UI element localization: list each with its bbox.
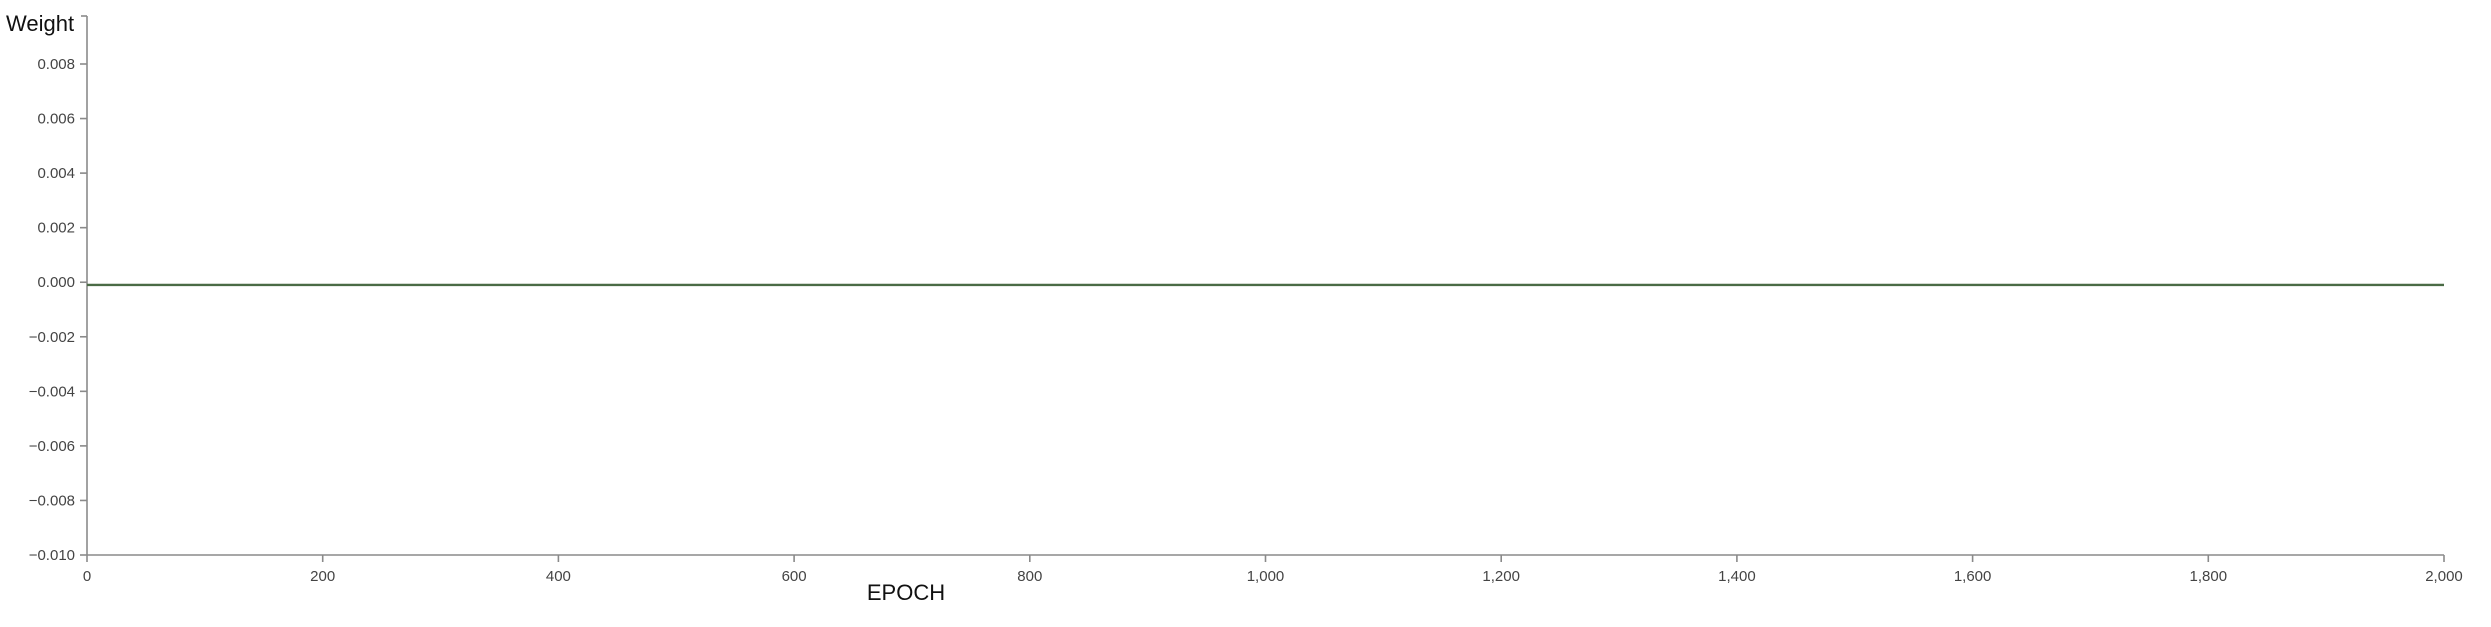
x-tick-label: 800: [1017, 568, 1042, 585]
x-tick-label: 2,000: [2425, 568, 2463, 585]
y-tick-label: −0.006: [29, 438, 75, 455]
x-tick-label: 1,000: [1247, 568, 1285, 585]
y-axis-ticks: 0.008 0.006 0.004 0.002 0.000 −0.002 −0.004 −0.…: [29, 56, 87, 564]
y-tick-label: 0.004: [37, 165, 75, 182]
x-tick-label: 1,400: [1718, 568, 1756, 585]
y-axis-title: Weight: [6, 11, 74, 36]
x-tick-label: 200: [310, 568, 335, 585]
y-tick-label: −0.008: [29, 492, 75, 509]
x-tick-label: 1,600: [1954, 568, 1992, 585]
y-tick-label: 0.006: [37, 111, 75, 128]
y-tick-label: 0.008: [37, 56, 75, 73]
x-axis-ticks: 0 200 400 600 800 1,000 1,200 1,400 1,600 1,800 2,…: [83, 555, 2463, 585]
x-axis-title: EPOCH: [867, 580, 945, 605]
y-tick-label: 0.002: [37, 220, 75, 237]
x-tick-label: 600: [782, 568, 807, 585]
y-tick-label: −0.004: [29, 383, 75, 400]
y-tick-label: −0.010: [29, 547, 75, 564]
y-tick-label: −0.002: [29, 329, 75, 346]
y-tick-label: 0.000: [37, 274, 75, 291]
x-tick-label: 400: [546, 568, 571, 585]
x-tick-label: 1,800: [2190, 568, 2228, 585]
x-tick-label: 0: [83, 568, 91, 585]
x-tick-label: 1,200: [1482, 568, 1520, 585]
